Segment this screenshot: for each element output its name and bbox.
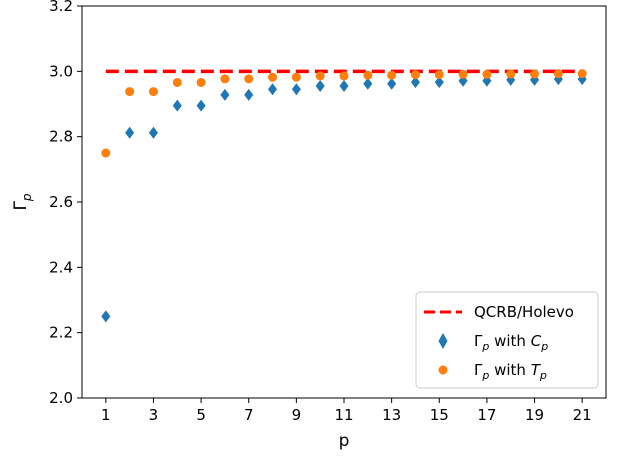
y-tick-label: 3.2	[49, 0, 73, 15]
point-cp	[387, 77, 397, 90]
point-tp	[506, 69, 516, 79]
point-tp	[315, 71, 325, 81]
x-tick-label: 3	[149, 406, 159, 424]
point-cp	[101, 310, 111, 323]
point-tp	[101, 148, 111, 158]
x-tick-label: 11	[334, 406, 353, 424]
point-cp	[315, 80, 325, 93]
point-tp	[553, 69, 563, 79]
y-tick-label: 2.8	[49, 128, 73, 146]
plot-area	[101, 69, 587, 323]
legend-box	[415, 291, 599, 389]
legend-marker-tp	[438, 365, 448, 375]
y-tick-label: 2.2	[49, 324, 73, 342]
axis-ticks: 1 3 5 7 9 11 13 15 17 19 212.02.22.42.62.83.03.2	[49, 0, 592, 424]
point-cp	[268, 83, 278, 96]
legend-label-cp: Γp with Cp	[474, 332, 548, 353]
point-tp	[434, 70, 444, 80]
y-axis-label-main: Γ	[11, 201, 31, 211]
point-cp	[339, 80, 349, 93]
x-tick-label: 9	[292, 406, 302, 424]
legend-label-holevo: QCRB/Holevo	[474, 303, 574, 321]
point-tp	[530, 69, 540, 79]
point-tp	[482, 69, 492, 79]
x-tick-label: 19	[525, 406, 544, 424]
x-tick-label: 15	[430, 406, 449, 424]
point-tp	[291, 72, 301, 82]
point-tp	[148, 87, 158, 97]
point-tp	[220, 74, 230, 84]
plot-frame	[81, 5, 607, 399]
point-tp	[196, 77, 206, 87]
x-axis-label: p	[339, 431, 350, 451]
point-tp	[339, 71, 349, 81]
x-tick-label: 21	[573, 406, 592, 424]
x-tick-label: 13	[382, 406, 401, 424]
point-tp	[268, 72, 278, 82]
legend-label-tp: Γp with Tp	[474, 361, 547, 382]
point-tp	[244, 74, 254, 84]
y-axis-label-sub: p	[20, 193, 34, 202]
point-cp	[196, 99, 206, 112]
y-axis-label: Γp	[11, 193, 34, 210]
point-cp	[434, 76, 444, 89]
legend: QCRB/Holevo Γp with Cp Γp with Tp	[415, 291, 599, 389]
point-tp	[458, 69, 468, 79]
point-cp	[291, 83, 301, 96]
point-tp	[577, 69, 587, 79]
y-tick-label: 3.0	[49, 62, 73, 80]
point-cp	[220, 88, 230, 101]
x-tick-label: 1	[101, 406, 111, 424]
point-tp	[387, 70, 397, 80]
point-cp	[125, 126, 135, 139]
x-tick-label: 5	[196, 406, 206, 424]
point-tp	[410, 70, 420, 80]
point-cp	[363, 77, 373, 90]
point-tp	[363, 70, 373, 80]
x-tick-label: 17	[477, 406, 496, 424]
x-tick-label: 7	[244, 406, 254, 424]
point-cp	[410, 76, 420, 89]
point-cp	[148, 126, 158, 139]
y-tick-label: 2.0	[49, 389, 73, 407]
legend-marker-cp	[438, 333, 448, 349]
point-tp	[125, 87, 135, 97]
point-cp	[244, 88, 254, 101]
y-tick-label: 2.6	[49, 193, 73, 211]
point-cp	[172, 99, 182, 112]
point-tp	[172, 77, 182, 87]
y-tick-label: 2.4	[49, 258, 73, 276]
